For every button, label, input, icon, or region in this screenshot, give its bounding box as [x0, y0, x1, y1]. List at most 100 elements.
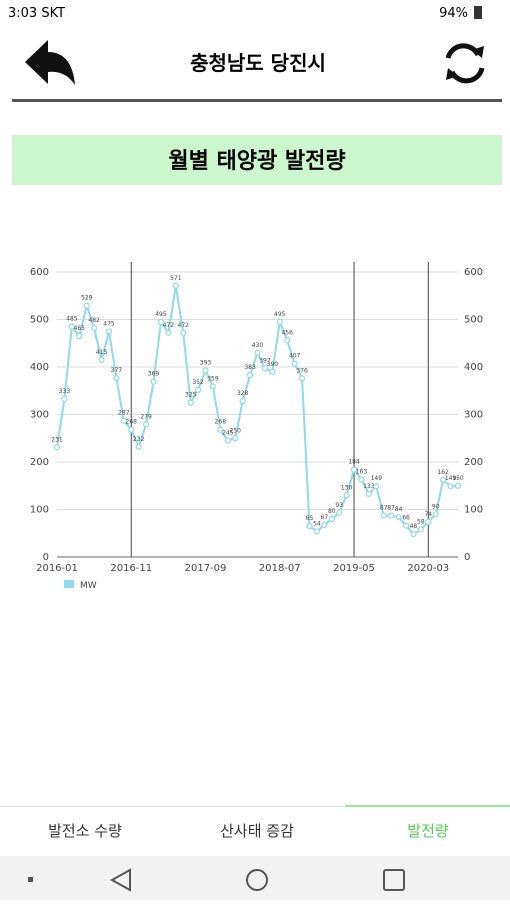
y2-tick-label: 300 — [464, 410, 483, 421]
data-point — [440, 476, 447, 484]
data-label: 48 — [410, 523, 418, 530]
data-point — [143, 421, 150, 428]
data-point — [83, 302, 90, 309]
data-point — [358, 476, 365, 483]
tab[interactable]: 발전량 — [407, 822, 449, 840]
data-point — [165, 329, 172, 336]
data-label: 130 — [341, 484, 353, 491]
data-label: 475 — [103, 320, 115, 327]
data-point — [135, 443, 142, 450]
data-point — [105, 328, 113, 335]
data-label: 67 — [321, 514, 329, 521]
data-point — [246, 371, 254, 379]
data-label: 495 — [274, 311, 286, 318]
y-tick-label: 200 — [30, 457, 49, 468]
data-label: 415 — [96, 349, 108, 356]
data-label: 529 — [81, 295, 93, 302]
data-label: 87 — [380, 505, 388, 512]
data-point — [239, 398, 246, 405]
data-point — [298, 375, 306, 382]
data-label: 430 — [252, 342, 264, 349]
refresh-button[interactable] — [445, 43, 485, 84]
data-point — [254, 349, 261, 356]
data-label: 162 — [437, 469, 449, 476]
x-tick-label: 2017-09 — [185, 563, 227, 574]
legend-label: MW — [80, 581, 97, 591]
data-label: 80 — [328, 508, 336, 515]
y2-tick-label: 100 — [464, 505, 483, 516]
data-label: 90 — [432, 503, 440, 510]
header-divider — [12, 99, 502, 102]
data-label: 482 — [88, 317, 100, 324]
data-label: 232 — [133, 436, 145, 443]
data-point — [187, 399, 194, 406]
chart: 0 100 200 300 400 500 600 0 100 200 300 400 500 600 20… — [30, 262, 483, 591]
data-label: 393 — [200, 359, 212, 366]
data-point — [232, 435, 239, 442]
data-label: 231 — [51, 436, 63, 443]
data-label: 376 — [296, 367, 308, 374]
y-tick-label: 0 — [43, 552, 49, 563]
data-point — [402, 522, 410, 529]
data-label: 287 — [118, 410, 130, 417]
x-tick-label: 2016-01 — [36, 563, 78, 574]
status-time: 3:03 SKT — [8, 6, 65, 21]
data-label: 328 — [237, 390, 249, 397]
nav-back[interactable] — [109, 868, 131, 892]
data-label: 66 — [402, 515, 410, 522]
data-label: 359 — [207, 375, 219, 382]
data-point — [365, 490, 372, 497]
status-bar — [0, 0, 510, 25]
tab-indicator — [345, 805, 510, 807]
data-point — [91, 324, 98, 332]
data-point — [120, 417, 127, 424]
data-point — [261, 365, 269, 372]
data-label: 268 — [215, 419, 227, 426]
data-label: 279 — [140, 413, 152, 420]
data-label: 377 — [111, 367, 123, 374]
tab[interactable]: 산사태 증감 — [220, 822, 294, 840]
status-battery: 94% — [439, 6, 468, 21]
battery-icon — [474, 6, 482, 19]
data-point — [150, 378, 157, 385]
tab-divider — [0, 806, 510, 807]
nav-recent[interactable] — [383, 869, 405, 891]
y2-tick-label: 600 — [464, 267, 483, 278]
data-label: 495 — [155, 311, 167, 318]
y2-tick-label: 400 — [464, 362, 483, 373]
data-point — [224, 437, 231, 444]
data-point — [180, 329, 187, 336]
data-label: 407 — [289, 353, 301, 360]
data-label: 149 — [371, 475, 383, 482]
x-tick-label: 2019-05 — [333, 563, 375, 574]
nav-home[interactable] — [246, 869, 268, 891]
data-label: 485 — [66, 316, 78, 323]
data-label: 268 — [126, 419, 138, 426]
nav-menu[interactable] — [28, 877, 33, 882]
nav-bar — [0, 856, 510, 900]
data-point — [194, 386, 202, 393]
data-label: 74 — [424, 511, 432, 518]
data-point — [454, 482, 462, 489]
data-label: 465 — [74, 325, 86, 332]
data-point — [425, 518, 432, 525]
data-point — [76, 333, 83, 340]
data-point — [306, 523, 313, 530]
tab[interactable]: 발전소 수량 — [48, 822, 122, 840]
y-tick-label: 300 — [30, 410, 49, 421]
data-label: 54 — [313, 520, 321, 527]
data-label: 87 — [387, 505, 395, 512]
data-label: 93 — [335, 502, 343, 509]
y-tick-label: 500 — [30, 315, 49, 326]
back-button[interactable] — [25, 40, 75, 85]
data-label: 58 — [417, 518, 425, 525]
x-tick-label: 2016-11 — [110, 563, 152, 574]
data-label: 383 — [244, 364, 256, 371]
data-label: 390 — [267, 361, 279, 368]
data-label: 65 — [306, 515, 314, 522]
x-tick-label: 2018-07 — [259, 563, 301, 574]
y2-tick-label: 200 — [464, 457, 483, 468]
header-title: 충청남도 당진시 — [190, 51, 326, 75]
